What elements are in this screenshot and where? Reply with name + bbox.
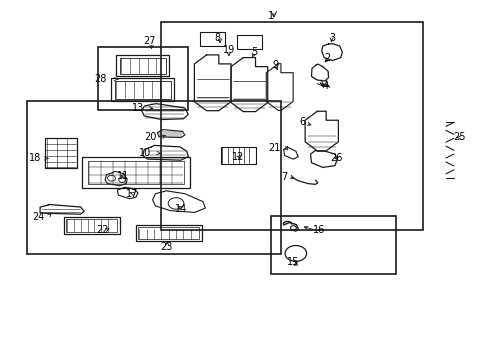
Bar	[136, 225, 202, 241]
Text: 15: 15	[286, 257, 299, 267]
Text: 13: 13	[132, 103, 144, 113]
Text: 10: 10	[139, 148, 151, 158]
Text: 12: 12	[232, 152, 244, 162]
Bar	[120, 58, 165, 74]
Text: 28: 28	[94, 74, 106, 84]
Bar	[115, 81, 170, 99]
Text: 7: 7	[281, 172, 287, 182]
Text: 14: 14	[174, 204, 187, 214]
Bar	[161, 22, 422, 230]
Bar	[88, 161, 183, 184]
Text: 24: 24	[33, 212, 45, 222]
Bar	[111, 78, 174, 101]
Text: 22: 22	[96, 225, 109, 235]
Text: 8: 8	[214, 33, 220, 43]
Text: 18: 18	[29, 153, 41, 163]
Bar	[138, 227, 199, 239]
Bar	[66, 219, 117, 232]
Text: 9: 9	[272, 60, 278, 70]
Text: 17: 17	[125, 189, 138, 199]
Text: 11: 11	[117, 171, 129, 181]
Bar	[237, 35, 261, 49]
Text: 25: 25	[452, 132, 465, 142]
Bar	[45, 138, 77, 168]
Text: 20: 20	[144, 132, 156, 142]
Bar	[82, 157, 189, 188]
Text: 26: 26	[329, 153, 342, 163]
Bar	[200, 32, 224, 46]
Bar	[116, 55, 169, 76]
Bar	[221, 147, 256, 164]
Text: 16: 16	[312, 225, 325, 235]
Text: 21: 21	[267, 143, 280, 153]
Text: 23: 23	[160, 242, 172, 252]
Text: 3: 3	[329, 33, 335, 43]
Text: 19: 19	[222, 45, 235, 55]
Text: 6: 6	[299, 117, 305, 127]
Text: 1: 1	[268, 11, 274, 21]
Text: 27: 27	[142, 36, 155, 46]
Text: 2: 2	[324, 53, 330, 63]
Bar	[63, 217, 120, 234]
Bar	[27, 101, 281, 254]
Text: 4: 4	[322, 81, 327, 91]
Bar	[98, 47, 188, 110]
Text: 5: 5	[251, 47, 257, 57]
Bar	[271, 216, 395, 274]
